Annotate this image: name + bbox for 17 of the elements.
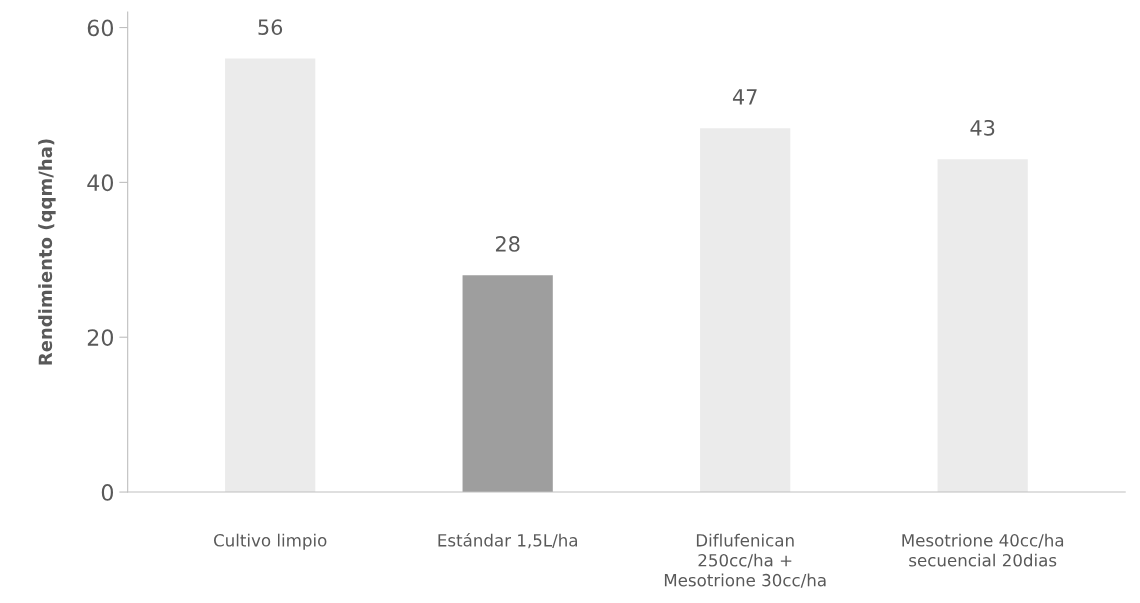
- y-axis-title: Rendimiento (qqm/ha): [38, 139, 56, 365]
- data-label: 56: [258, 19, 283, 36]
- y-tick-label: 40: [87, 174, 114, 192]
- bar: [225, 58, 316, 493]
- y-tick-label: 60: [87, 19, 114, 37]
- x-tick-label: Mesotrione 40cc/ha secuencial 20dias: [902, 533, 1064, 567]
- x-tick-label: Cultivo limpio: [213, 533, 327, 550]
- data-label: 47: [732, 89, 757, 105]
- data-label: 43: [970, 119, 995, 136]
- x-tick-label: Estándar 1,5L/ha: [438, 533, 577, 549]
- y-tick-label: 0: [101, 484, 114, 501]
- y-tick-label: 20: [87, 329, 114, 346]
- data-label: 28: [495, 236, 520, 252]
- bar: [937, 159, 1028, 493]
- bar: [462, 275, 553, 493]
- bar: [700, 128, 791, 493]
- x-tick-label: Diflufenican 250cc/ha + Mesotrione 30cc/ha: [664, 533, 826, 588]
